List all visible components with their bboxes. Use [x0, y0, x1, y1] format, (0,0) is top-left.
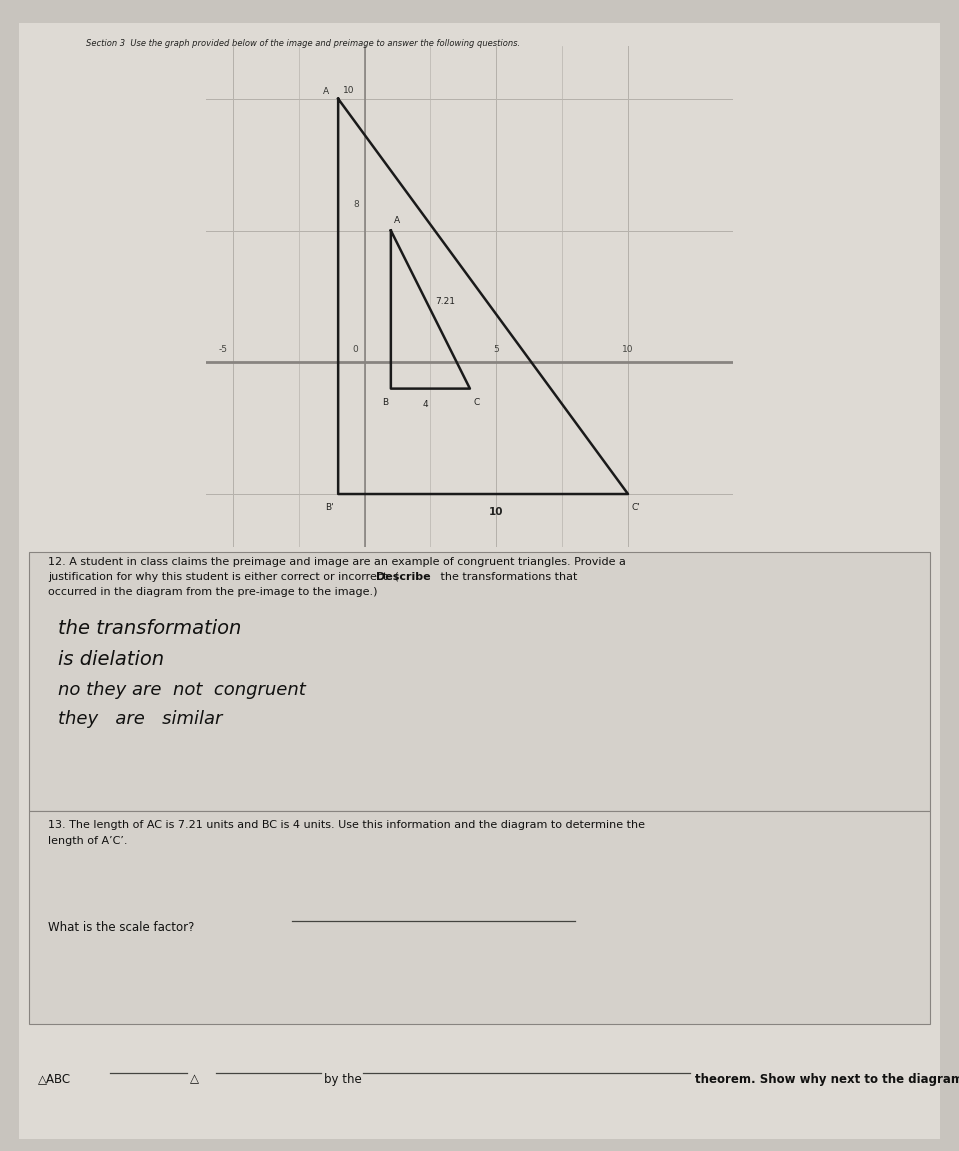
- Text: length of A’C’.: length of A’C’.: [48, 836, 128, 846]
- Text: 12. A student in class claims the preimage and image are an example of congruent: 12. A student in class claims the preima…: [48, 557, 626, 567]
- Text: △: △: [190, 1073, 199, 1085]
- Text: A: A: [393, 216, 400, 226]
- Text: 5: 5: [493, 345, 499, 355]
- Text: Section 3  Use the graph provided below of the image and preimage to answer the : Section 3 Use the graph provided below o…: [86, 39, 521, 48]
- Text: they   are   similar: they are similar: [58, 710, 222, 729]
- Text: occurred in the diagram from the pre-image to the image.): occurred in the diagram from the pre-ima…: [48, 587, 378, 597]
- Text: justification for why this student is either correct or incorrect. (: justification for why this student is ei…: [48, 572, 399, 582]
- Text: C: C: [474, 398, 480, 406]
- Text: the transformation: the transformation: [58, 619, 241, 639]
- Text: What is the scale factor?: What is the scale factor?: [48, 921, 195, 933]
- Text: 8: 8: [354, 199, 360, 208]
- Text: △ABC: △ABC: [38, 1073, 72, 1085]
- Text: C': C': [632, 503, 641, 512]
- Text: 10: 10: [489, 508, 503, 517]
- Text: by the: by the: [324, 1073, 362, 1085]
- Text: A: A: [323, 87, 329, 97]
- Text: the transformations that: the transformations that: [437, 572, 577, 582]
- Text: theorem. Show why next to the diagram: theorem. Show why next to the diagram: [695, 1073, 959, 1085]
- Text: 13. The length of AC is 7.21 units and BC is 4 units. Use this information and t: 13. The length of AC is 7.21 units and B…: [48, 820, 645, 830]
- Text: is dielation: is dielation: [58, 650, 164, 670]
- Text: B: B: [382, 398, 388, 406]
- Text: 10: 10: [343, 86, 355, 94]
- Text: 4: 4: [422, 401, 428, 410]
- Text: 7.21: 7.21: [435, 297, 456, 306]
- Text: no they are  not  congruent: no they are not congruent: [58, 681, 305, 700]
- Text: Describe: Describe: [376, 572, 431, 582]
- Text: B': B': [325, 503, 334, 512]
- Text: -5: -5: [219, 345, 227, 355]
- Text: 10: 10: [622, 345, 634, 355]
- Text: 0: 0: [352, 345, 358, 355]
